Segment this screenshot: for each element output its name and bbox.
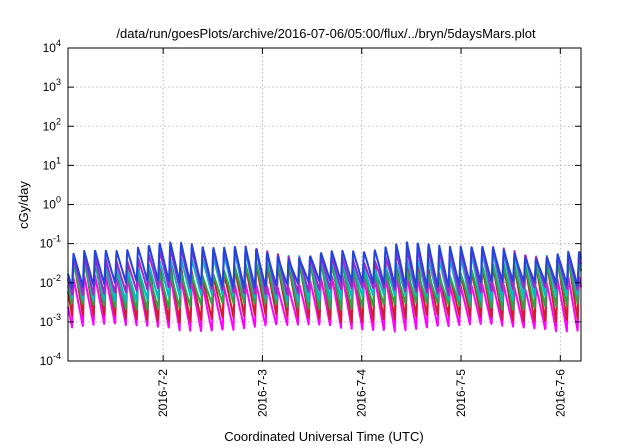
y-tick-label: 10-2 (40, 273, 61, 290)
y-tick-label: 101 (43, 155, 61, 172)
series-line (67, 260, 582, 311)
chart-title: /data/run/goesPlots/archive/2016-07-06/0… (116, 26, 536, 41)
series-layer (67, 241, 582, 333)
y-axis: 10-4 10-3 10-2 10-1 100 101 102 103 104 (40, 38, 581, 368)
x-axis: 2016-7-2 2016-7-3 2016-7-4 2016-7-5 2016-7-6 (156, 48, 567, 417)
x-tick-label: 2016-7-5 (454, 369, 468, 417)
x-tick-label: 2016-7-3 (255, 369, 269, 417)
y-tick-label: 102 (43, 116, 61, 133)
x-tick-label: 2016-7-4 (355, 369, 369, 417)
y-axis-label: cGy/day (16, 181, 31, 229)
series-line (67, 273, 582, 333)
x-tick-label: 2016-7-2 (156, 369, 170, 417)
series-line (67, 241, 582, 290)
x-tick-label: 2016-7-6 (553, 369, 567, 417)
series-line (67, 249, 582, 303)
x-axis-label: Coordinated Universal Time (UTC) (224, 429, 423, 444)
y-tick-label: 103 (43, 77, 61, 94)
y-tick-label: 10-1 (40, 234, 61, 251)
y-tick-label: 100 (43, 195, 61, 212)
y-tick-label: 104 (43, 38, 61, 55)
y-tick-label: 10-4 (40, 351, 61, 368)
y-tick-label: 10-3 (40, 312, 61, 329)
